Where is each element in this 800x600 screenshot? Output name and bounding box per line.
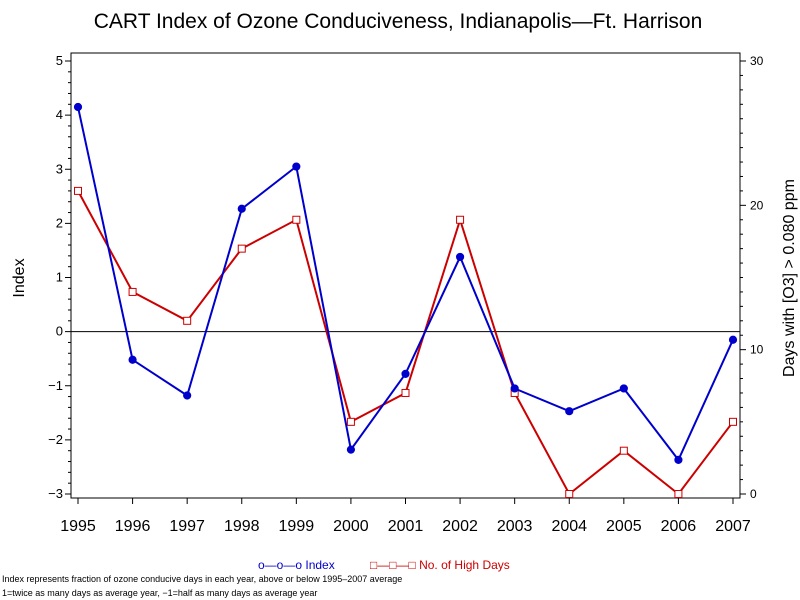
legend-label: No. of High Days <box>419 558 510 572</box>
index-point <box>455 252 465 262</box>
y2-axis-label: Days with [O3] > 0.080 ppm <box>781 179 798 377</box>
index-point <box>728 335 738 344</box>
high-days-point <box>619 446 628 455</box>
high-days-point <box>183 316 192 325</box>
y-tick-label: 2 <box>56 215 63 230</box>
footnote-1: Index represents fraction of ozone condu… <box>2 574 403 584</box>
x-tick-label: 2000 <box>333 518 369 535</box>
index-point <box>73 102 83 112</box>
y-tick-label: −2 <box>48 432 63 447</box>
x-tick-label: 1997 <box>169 518 205 535</box>
plot-frame <box>70 52 741 499</box>
footnote-2: 1=twice as many days as average year, −1… <box>2 588 318 598</box>
high-days-point <box>674 490 683 498</box>
y2-tick-label: 20 <box>750 198 764 212</box>
x-tick-label: 2001 <box>388 518 424 535</box>
legend-item: o—o—o Index <box>258 558 335 572</box>
x-tick-label: 1999 <box>279 518 315 535</box>
legend-glyph: □—□—□ <box>370 558 419 572</box>
y-tick-label: 0 <box>56 324 63 339</box>
index-point <box>565 407 574 416</box>
legend-glyph: o—o—o <box>258 558 305 572</box>
y-tick-label: 4 <box>56 107 63 122</box>
index-point <box>401 369 410 378</box>
legend-label: Index <box>305 558 334 572</box>
y-tick-label: −3 <box>48 486 63 501</box>
index-point <box>128 355 137 364</box>
y-axis-label: Index <box>11 258 28 297</box>
chart-title: CART Index of Ozone Conduciveness, India… <box>94 10 703 33</box>
x-tick-label: 2003 <box>497 518 533 535</box>
high-days-point <box>729 417 737 426</box>
high-days-point <box>292 215 301 224</box>
x-tick-label: 2007 <box>715 518 751 535</box>
y2-tick-label: 30 <box>750 54 764 68</box>
legend-item: □—□—□ No. of High Days <box>370 558 510 572</box>
y2-tick-label: 0 <box>750 487 757 501</box>
x-tick-label: 1998 <box>224 518 260 535</box>
legend: o—o—o Index □—□—□ No. of High Days <box>258 558 510 572</box>
series-layer <box>73 102 738 498</box>
high-days-line <box>77 190 734 496</box>
x-tick-label: 1996 <box>115 518 151 535</box>
index-point <box>292 162 301 171</box>
index-point <box>346 445 356 454</box>
y-tick-label: −1 <box>48 378 63 393</box>
x-tick-label: 2004 <box>551 518 587 535</box>
index-point <box>510 384 519 393</box>
y-tick-label: 1 <box>56 270 63 285</box>
index-point <box>183 391 192 400</box>
x-tick-label: 1995 <box>60 518 96 535</box>
index-point <box>674 455 683 465</box>
y-tick-label: 5 <box>56 53 63 68</box>
x-tick-label: 2002 <box>442 518 478 535</box>
x-tick-label: 2006 <box>661 518 697 535</box>
high-days-point <box>565 490 574 498</box>
high-days-point <box>456 215 465 224</box>
high-days-point <box>74 186 82 195</box>
index-line <box>77 106 734 462</box>
high-days-point <box>346 417 355 426</box>
index-point <box>237 204 246 213</box>
y-tick-label: 3 <box>56 161 63 176</box>
index-point <box>619 384 628 393</box>
x-tick-label: 2005 <box>606 518 642 535</box>
high-days-point <box>237 244 246 253</box>
y2-tick-label: 10 <box>750 343 764 357</box>
high-days-point <box>401 388 410 397</box>
high-days-point <box>128 287 137 296</box>
